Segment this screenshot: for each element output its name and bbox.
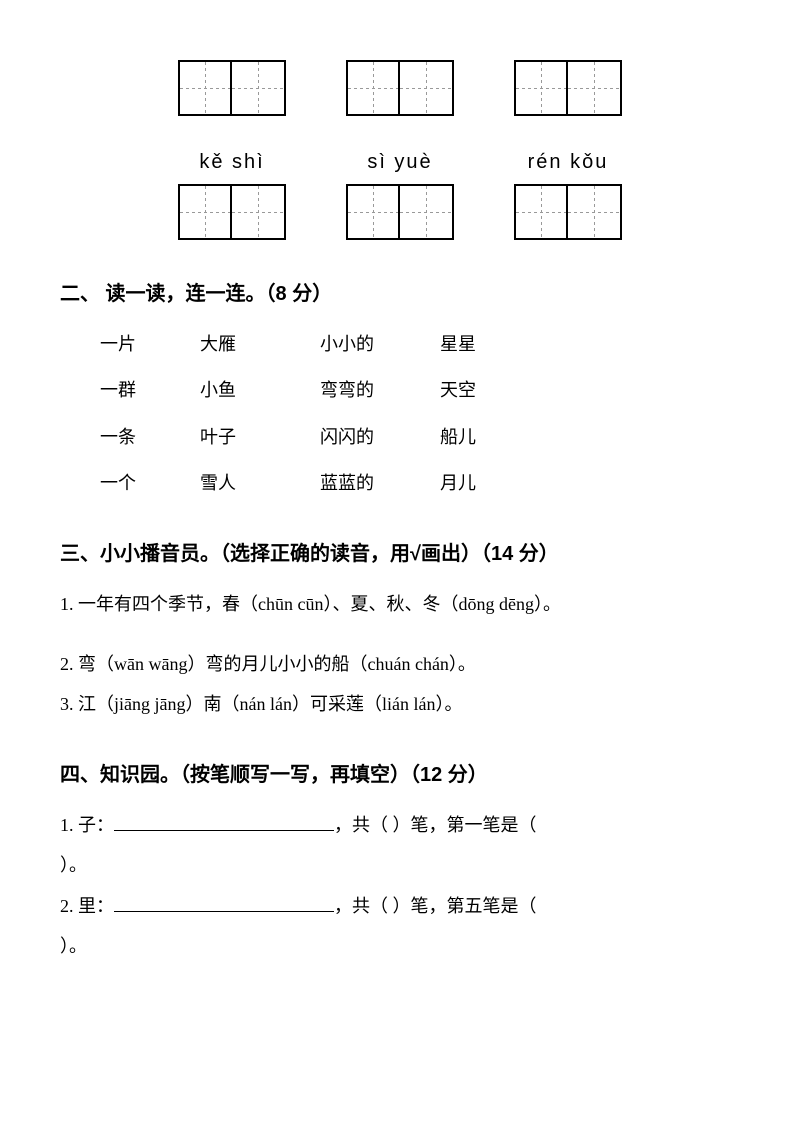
grid-box-pair (514, 184, 622, 240)
grid-box-pair (514, 60, 622, 116)
section-4-title: 四、知识园。（按笔顺写一写，再填空）（12 分） (60, 757, 740, 793)
match-grid: 一片 大雁 小小的 星星 一群 小鱼 弯弯的 天空 一条 叶子 闪闪的 船儿 一… (100, 328, 740, 500)
grid-box-pair (178, 60, 286, 116)
fill-suffix: ）。 (60, 855, 87, 875)
question-line: 2. 弯（wān wāng）弯的月儿小小的船（chuán chán）。 (60, 648, 740, 680)
match-cell: 弯弯的 (320, 374, 440, 406)
match-cell: 闪闪的 (320, 421, 440, 453)
grid-cell[interactable] (568, 62, 620, 114)
match-cell: 蓝蓝的 (320, 467, 440, 499)
grid-cell[interactable] (180, 62, 232, 114)
match-cell: 一条 (100, 421, 200, 453)
grid-box-pair (346, 184, 454, 240)
grid-cell[interactable] (400, 186, 452, 238)
grid-row-2: kě shì sì yuè rén kǒu (60, 144, 740, 240)
match-cell: 天空 (440, 374, 540, 406)
pinyin-label: kě shì (199, 144, 264, 180)
fill-line-2-end: ）。 (60, 930, 740, 962)
fill-line-1-end: ）。 (60, 849, 740, 881)
grid-pair: rén kǒu (514, 144, 622, 240)
fill-prefix: 1. 子： (60, 815, 114, 835)
fill-mid: ，共（ ）笔，第一笔是（ (334, 815, 537, 835)
blank-line[interactable] (114, 809, 334, 831)
grid-cell[interactable] (516, 186, 568, 238)
pinyin-label: sì yuè (367, 144, 432, 180)
fill-line-1: 1. 子： ，共（ ）笔，第一笔是（ (60, 809, 740, 841)
question-line: 3. 江（jiāng jāng）南（nán lán）可采莲（lián lán）。 (60, 688, 740, 720)
blank-line[interactable] (114, 890, 334, 912)
match-cell: 叶子 (200, 421, 320, 453)
match-cell: 小鱼 (200, 374, 320, 406)
match-cell: 一片 (100, 328, 200, 360)
grid-pair: kě shì (178, 144, 286, 240)
grid-cell[interactable] (516, 62, 568, 114)
grid-cell[interactable] (568, 186, 620, 238)
grid-pair (346, 60, 454, 116)
grid-cell[interactable] (400, 62, 452, 114)
grid-pair: sì yuè (346, 144, 454, 240)
match-cell: 大雁 (200, 328, 320, 360)
fill-prefix: 2. 里： (60, 896, 114, 916)
grid-cell[interactable] (348, 62, 400, 114)
match-cell: 船儿 (440, 421, 540, 453)
grid-cell[interactable] (180, 186, 232, 238)
match-cell: 月儿 (440, 467, 540, 499)
grid-cell[interactable] (232, 62, 284, 114)
fill-suffix: ）。 (60, 936, 87, 956)
fill-line-2: 2. 里： ，共（ ）笔，第五笔是（ (60, 890, 740, 922)
match-cell: 一群 (100, 374, 200, 406)
match-cell: 雪人 (200, 467, 320, 499)
grid-pair (514, 60, 622, 116)
grid-box-pair (178, 184, 286, 240)
grid-pair (178, 60, 286, 116)
grid-row-1 (60, 60, 740, 116)
section-3-title: 三、小小播音员。（选择正确的读音，用√画出）（14 分） (60, 536, 740, 572)
grid-box-pair (346, 60, 454, 116)
fill-mid: ，共（ ）笔，第五笔是（ (334, 896, 537, 916)
grid-cell[interactable] (348, 186, 400, 238)
section-2-title: 二、 读一读，连一连。（8 分） (60, 276, 740, 312)
question-line: 1. 一年有四个季节，春（chūn cūn）、夏、秋、冬（dōng dēng）。 (60, 588, 740, 620)
pinyin-label: rén kǒu (528, 144, 609, 180)
match-cell: 小小的 (320, 328, 440, 360)
grid-cell[interactable] (232, 186, 284, 238)
match-cell: 一个 (100, 467, 200, 499)
match-cell: 星星 (440, 328, 540, 360)
writing-grid-section: kě shì sì yuè rén kǒu (60, 60, 740, 240)
